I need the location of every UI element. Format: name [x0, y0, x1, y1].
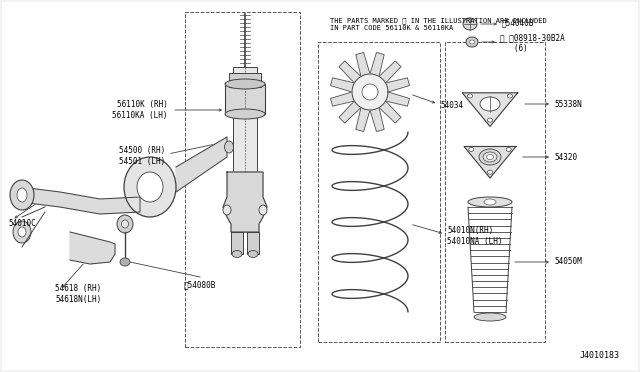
Ellipse shape — [124, 157, 176, 217]
Ellipse shape — [479, 149, 501, 165]
Text: 54034: 54034 — [440, 100, 463, 109]
Bar — [229, 73, 261, 87]
Text: THE PARTS MARKED ※ IN THE ILLUSTRATION ARE INCLUDED
IN PART CODE 56110K & 56110K: THE PARTS MARKED ※ IN THE ILLUSTRATION A… — [330, 17, 547, 31]
Ellipse shape — [468, 147, 474, 151]
Text: 54050M: 54050M — [554, 257, 582, 266]
Polygon shape — [379, 101, 401, 123]
Ellipse shape — [508, 94, 513, 98]
Bar — [318, 42, 440, 342]
Ellipse shape — [506, 147, 511, 151]
Ellipse shape — [470, 40, 474, 44]
Ellipse shape — [120, 258, 130, 266]
Bar — [234, 172, 256, 232]
Bar — [233, 67, 257, 172]
Ellipse shape — [225, 141, 234, 153]
Text: 56110K (RH)
56110KA (LH): 56110K (RH) 56110KA (LH) — [113, 100, 168, 120]
Ellipse shape — [225, 109, 265, 119]
Text: 54010N(RH)
54010NA (LH): 54010N(RH) 54010NA (LH) — [447, 226, 502, 246]
Text: ※ ⓝ08918-30B2A
   (6): ※ ⓝ08918-30B2A (6) — [500, 33, 564, 53]
Bar — [231, 232, 243, 254]
Ellipse shape — [225, 79, 265, 89]
Text: 54500 (RH)
54501 (LH): 54500 (RH) 54501 (LH) — [119, 146, 165, 166]
Ellipse shape — [468, 94, 472, 98]
Polygon shape — [356, 108, 370, 131]
Bar — [445, 42, 545, 342]
Ellipse shape — [488, 118, 493, 122]
Text: ※54080B: ※54080B — [184, 280, 216, 289]
Ellipse shape — [10, 180, 34, 210]
Ellipse shape — [480, 97, 500, 111]
Polygon shape — [339, 61, 361, 83]
Ellipse shape — [137, 172, 163, 202]
Polygon shape — [223, 172, 267, 232]
Ellipse shape — [122, 220, 129, 228]
Ellipse shape — [232, 250, 242, 257]
Ellipse shape — [486, 154, 493, 160]
Polygon shape — [330, 92, 355, 106]
Text: 54618 (RH)
54618N(LH): 54618 (RH) 54618N(LH) — [55, 284, 101, 304]
Polygon shape — [362, 84, 378, 100]
Ellipse shape — [223, 205, 231, 215]
Bar — [225, 84, 265, 114]
Ellipse shape — [463, 18, 477, 30]
Ellipse shape — [17, 188, 27, 202]
Polygon shape — [356, 52, 370, 76]
Ellipse shape — [474, 313, 506, 321]
Polygon shape — [176, 137, 227, 192]
Ellipse shape — [13, 221, 31, 243]
Ellipse shape — [248, 250, 258, 257]
Text: ※54040B: ※54040B — [502, 19, 534, 28]
Polygon shape — [352, 74, 388, 110]
Text: 55338N: 55338N — [554, 99, 582, 109]
Ellipse shape — [466, 37, 478, 47]
Ellipse shape — [483, 152, 497, 162]
Polygon shape — [379, 61, 401, 83]
Ellipse shape — [117, 215, 133, 233]
Ellipse shape — [259, 205, 267, 215]
Polygon shape — [70, 232, 115, 264]
Polygon shape — [462, 93, 518, 126]
Polygon shape — [339, 101, 361, 123]
Ellipse shape — [484, 199, 496, 205]
Polygon shape — [20, 187, 140, 214]
Bar — [185, 12, 300, 347]
Polygon shape — [464, 147, 516, 178]
Polygon shape — [330, 78, 355, 92]
Polygon shape — [385, 78, 410, 92]
Polygon shape — [385, 92, 410, 106]
Ellipse shape — [488, 170, 493, 174]
Ellipse shape — [18, 227, 26, 237]
Bar — [247, 232, 259, 254]
Polygon shape — [370, 108, 384, 131]
Text: J4010183: J4010183 — [580, 351, 620, 360]
Polygon shape — [370, 52, 384, 76]
Text: 54010C: 54010C — [8, 218, 36, 228]
Text: 54320: 54320 — [554, 153, 577, 161]
Ellipse shape — [468, 197, 512, 207]
